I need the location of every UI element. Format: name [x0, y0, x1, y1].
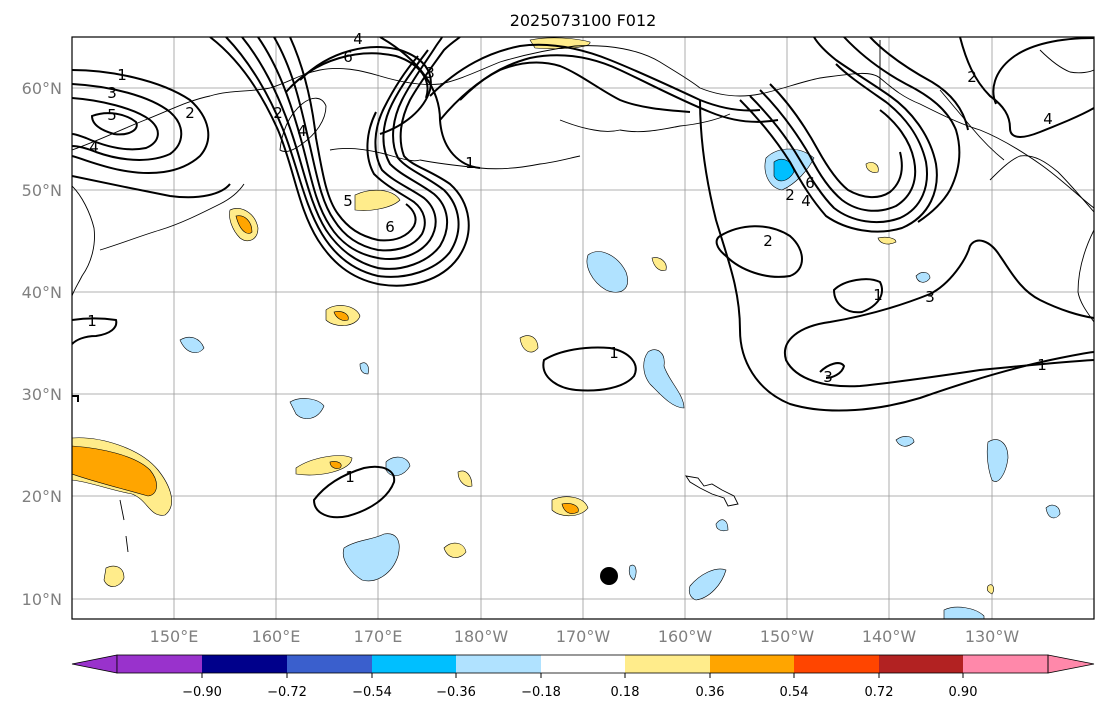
coastlines	[72, 40, 1094, 553]
contour-labels: 1 3 5 4 2 4 6 2 4 5 6 1 3 2 4 6 2 1 3 3 …	[87, 30, 1053, 486]
lon-label-140w: 140°W	[862, 627, 917, 646]
colorbar-bin	[287, 655, 372, 673]
colorbar-bin	[456, 655, 541, 673]
map-frame	[71, 36, 1095, 620]
latitude-labels: 10°N 20°N 30°N 40°N 50°N 60°N	[22, 79, 62, 609]
contour-label: 6	[385, 218, 395, 236]
contour-label: 2	[273, 104, 283, 122]
lon-label-160e: 160°E	[252, 627, 301, 646]
contour-label: 2	[185, 104, 195, 122]
contour-label: 2	[763, 232, 773, 250]
contour-label: 1	[87, 312, 97, 330]
contour-label: 1	[465, 154, 475, 172]
colorbar-tick-label: −0.18	[521, 685, 561, 700]
lon-label-150e: 150°E	[150, 627, 199, 646]
colorbar-tick-label: 0.36	[696, 685, 725, 700]
colorbar-extend-low	[71, 654, 118, 674]
colorbar-bin	[879, 655, 963, 673]
colorbar-bin	[625, 655, 710, 673]
contour-label: 1	[117, 66, 127, 84]
contour-label: 3	[107, 84, 117, 102]
lon-label-170e: 170°E	[354, 627, 403, 646]
lat-label-40n: 40°N	[22, 283, 62, 302]
longitude-labels: 150°E 160°E 170°E 180°W 170°W 160°W 150°…	[150, 627, 1020, 646]
contours	[72, 37, 1094, 519]
colorbar: −0.90 −0.72 −0.54 −0.36 −0.18 0.18 0.36 …	[71, 654, 1095, 700]
colorbar-tick-label: 0.54	[780, 685, 809, 700]
contour-label: 4	[801, 192, 811, 210]
colorbar-ticks	[201, 673, 964, 678]
colorbar-extend-high	[1047, 654, 1095, 674]
colorbar-bin	[710, 655, 794, 673]
colorbar-tick-label: −0.72	[267, 685, 307, 700]
contour-label: 2	[967, 68, 977, 86]
colorbar-bin	[372, 655, 456, 673]
contour-label: 4	[353, 30, 363, 48]
lon-label-180w: 180°W	[454, 627, 509, 646]
lat-label-50n: 50°N	[22, 181, 62, 200]
colorbar-tick-label: 0.90	[949, 685, 978, 700]
contour-label: 1	[873, 286, 883, 304]
shaded-anomalies	[72, 37, 1061, 619]
contour-label: 3	[425, 64, 435, 82]
contour-label: 5	[107, 106, 117, 124]
map-title: 2025073100 F012	[510, 11, 657, 30]
lat-label-30n: 30°N	[22, 385, 62, 404]
contour-label: 6	[805, 174, 815, 192]
colorbar-bin	[963, 655, 1048, 673]
colorbar-bin	[202, 655, 287, 673]
map-panel: 1 3 5 4 2 4 6 2 4 5 6 1 3 2 4 6 2 1 3 3 …	[71, 30, 1095, 620]
colorbar-bin	[541, 655, 625, 673]
contour-label: 2	[785, 186, 795, 204]
colorbar-tick-label: −0.90	[182, 685, 222, 700]
colorbar-frame	[116, 654, 1049, 674]
contour-label: 4	[297, 122, 307, 140]
gridlines	[72, 37, 1094, 619]
lon-label-160w: 160°W	[658, 627, 713, 646]
lat-label-60n: 60°N	[22, 79, 62, 98]
colorbar-bin	[117, 655, 202, 673]
contour-label: 4	[1043, 110, 1053, 128]
marker-dot	[600, 567, 618, 585]
lon-label-130w: 130°W	[965, 627, 1020, 646]
colorbar-tick-label: −0.36	[436, 685, 476, 700]
colorbar-tick-label: 0.72	[865, 685, 894, 700]
lon-label-170w: 170°W	[556, 627, 611, 646]
contour-label: 1	[1037, 356, 1047, 374]
contour-label: 3	[823, 368, 833, 386]
colorbar-tick-label: 0.18	[611, 685, 640, 700]
lat-label-20n: 20°N	[22, 487, 62, 506]
contour-label: 3	[925, 288, 935, 306]
contour-label: 1	[345, 468, 355, 486]
contour-label: 1	[609, 344, 619, 362]
contour-label: 5	[343, 192, 353, 210]
colorbar-bin	[794, 655, 879, 673]
lat-label-10n: 10°N	[22, 590, 62, 609]
contour-label: 6	[343, 48, 353, 66]
lon-label-150w: 150°W	[760, 627, 815, 646]
colorbar-tick-label: −0.54	[352, 685, 392, 700]
contour-label: 4	[89, 138, 99, 156]
